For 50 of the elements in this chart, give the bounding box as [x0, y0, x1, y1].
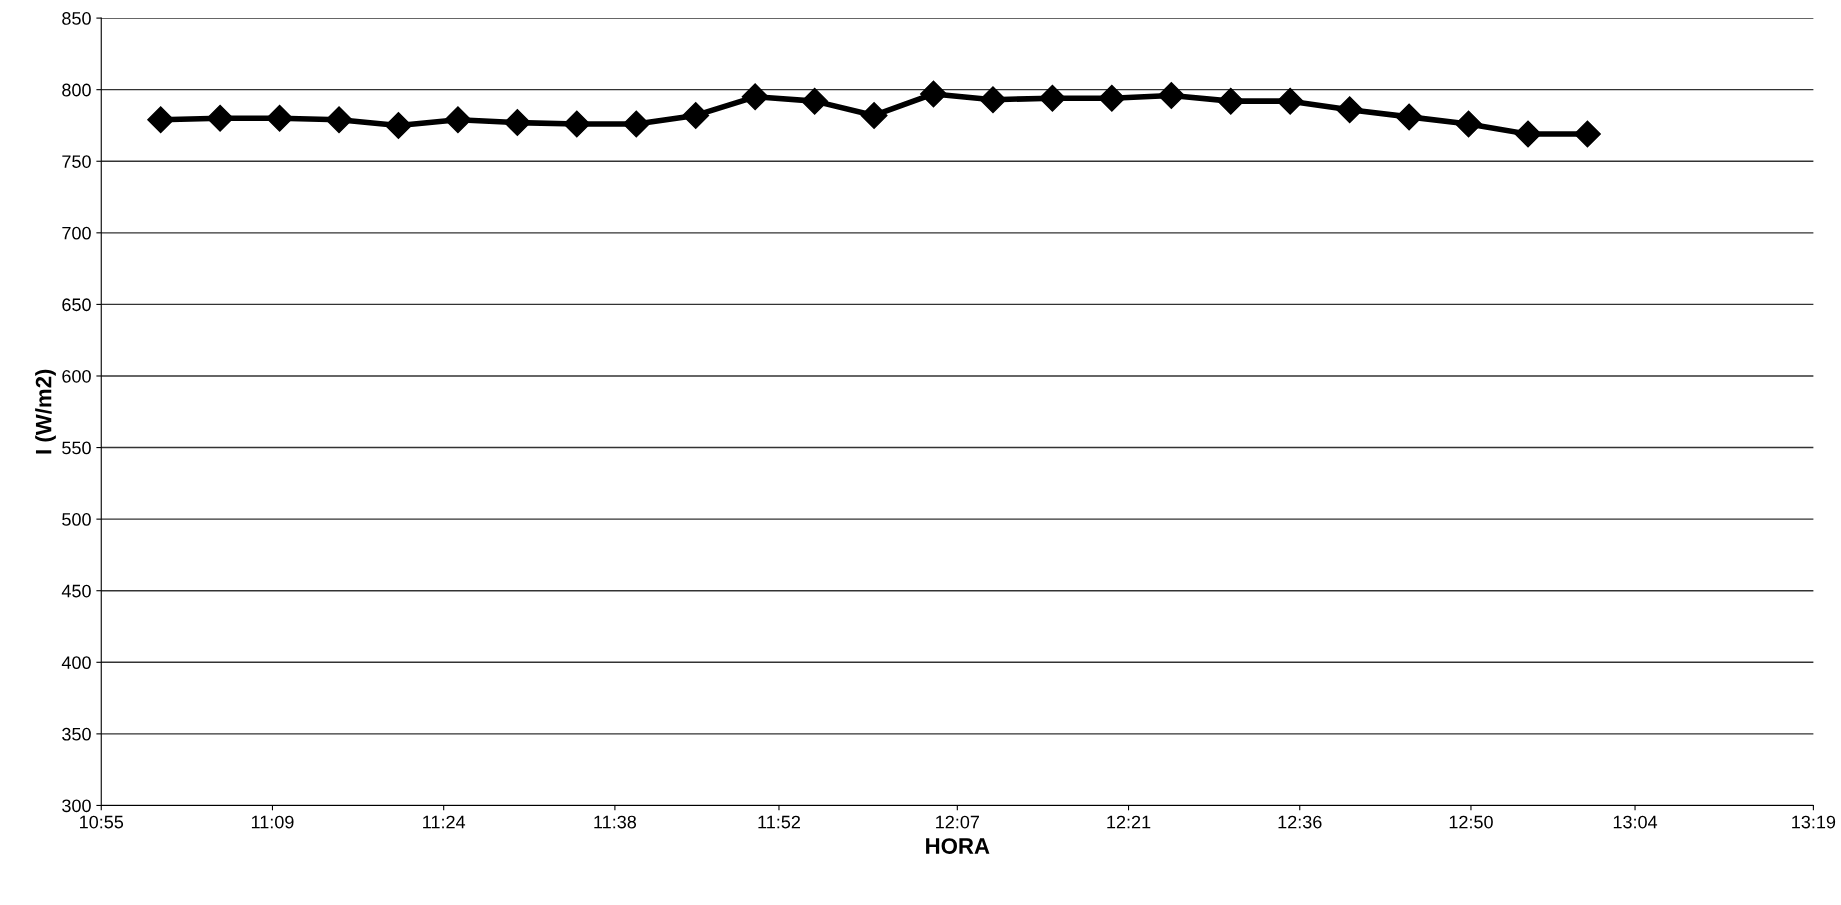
point: [1573, 120, 1601, 148]
point: [1336, 96, 1364, 124]
point: [1038, 84, 1066, 112]
point: [206, 104, 234, 132]
point: [682, 101, 710, 129]
x-tick-label: 13:19: [1792, 815, 1836, 829]
y-tick-label: 400: [61, 656, 91, 670]
point: [1514, 120, 1542, 148]
y-tick-label: 550: [62, 441, 91, 455]
point: [801, 87, 829, 115]
y-tick-label: 500: [62, 513, 91, 526]
point: [1276, 87, 1304, 115]
y-tick-label: 850: [62, 12, 91, 25]
y-axis-title: I (W/m2): [35, 369, 56, 454]
x-tick-label: 13:04: [1613, 815, 1658, 829]
y-tick-label: 750: [62, 155, 91, 168]
x-tick-label: 11:24: [423, 815, 466, 829]
point: [384, 112, 412, 139]
x-tick-label: 11:38: [594, 815, 637, 829]
y-tick-label: 800: [62, 83, 91, 97]
point: [1455, 110, 1482, 138]
y-tick-label: 450: [61, 584, 91, 598]
x-tick-label: 10:55: [80, 815, 124, 829]
y-tick-label: 600: [62, 369, 91, 383]
x-tick-label: 12:07: [936, 815, 980, 829]
point: [266, 104, 294, 132]
y-tick-label: 300: [62, 799, 91, 813]
x-tick-label: 12:50: [1449, 815, 1493, 829]
point: [1098, 84, 1126, 112]
y-tick-label: 700: [62, 226, 91, 240]
point: [741, 83, 769, 111]
y-tick-label: 350: [62, 727, 91, 741]
point: [622, 110, 650, 138]
x-tick-label: 12:21: [1107, 815, 1151, 829]
x-axis-title: HORA: [926, 838, 990, 854]
x-tick-label: 11:52: [758, 815, 800, 829]
point: [325, 106, 353, 134]
point: [147, 106, 175, 134]
x-tick-label: 11:09: [251, 815, 294, 829]
point: [1395, 103, 1423, 131]
x-tick-label: 12:36: [1278, 815, 1322, 829]
point: [563, 110, 591, 138]
point: [444, 106, 472, 134]
point: [979, 86, 1007, 114]
point: [1217, 87, 1245, 115]
point: [1157, 81, 1185, 109]
point: [920, 80, 947, 108]
point: [503, 109, 531, 137]
y-tick-label: 650: [62, 298, 91, 312]
point: [860, 101, 888, 129]
